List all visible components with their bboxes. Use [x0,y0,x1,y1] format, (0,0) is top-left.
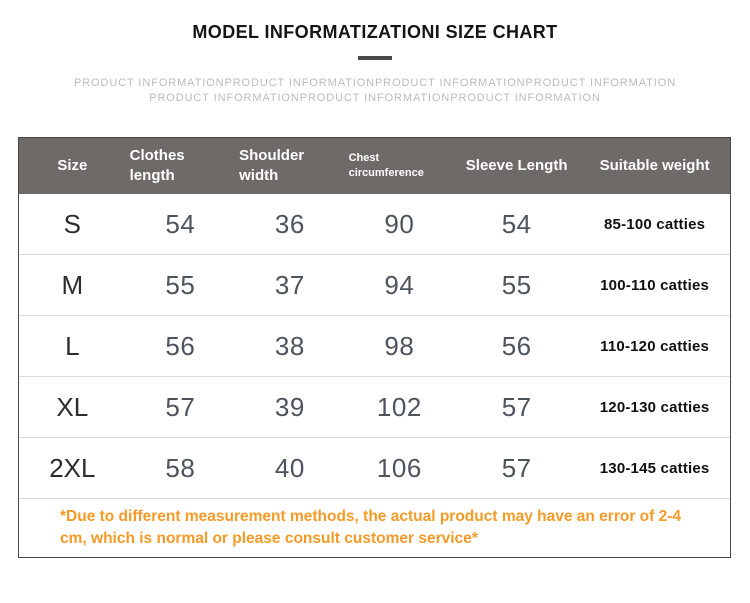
header-sleeve-length-label: Sleeve Length [465,156,568,174]
cell-sleeve-length: 54 [454,194,580,255]
header-size-label: Size [57,156,88,174]
cell-size: XL [19,376,126,438]
cell-shoulder-width: 37 [235,254,345,316]
title-divider [358,56,392,60]
cell-chest: 106 [344,437,455,498]
header-clothes-length: Clothes length [125,138,236,194]
watermark-line-1: PRODUCT INFORMATIONPRODUCT INFORMATIONPR… [73,77,677,89]
cell-chest: 98 [344,315,455,377]
size-table: Size Clothes length Shoulder width Chest… [19,138,730,498]
cell-size: L [19,315,126,377]
watermark: PRODUCT INFORMATIONPRODUCT INFORMATIONPR… [0,76,750,106]
table-row-m: M 55 37 94 55 100-110 catties [19,254,730,316]
cell-weight: 110-120 catties [579,315,730,377]
cell-shoulder-width: 36 [235,194,345,255]
cell-shoulder-width: 39 [235,376,345,438]
header-suitable-weight: Suitable weight [579,138,730,194]
cell-weight: 100-110 catties [579,254,730,316]
header-clothes-length-label: Clothes length [129,146,185,184]
header-chest-circumference: Chest circumference [344,138,455,194]
cell-clothes-length: 55 [125,254,236,316]
table-row-s: S 54 36 90 54 85-100 catties [19,194,730,255]
cell-clothes-length: 57 [125,376,236,438]
cell-clothes-length: 54 [125,194,236,255]
cell-shoulder-width: 38 [235,315,345,377]
header-suitable-weight-label: Suitable weight [599,156,710,174]
cell-sleeve-length: 57 [454,376,580,438]
table-row-l: L 56 38 98 56 110-120 catties [19,315,730,377]
page-title: MODEL INFORMATIZATIONI SIZE CHART [192,22,558,42]
table-row-2xl: 2XL 58 40 106 57 130-145 catties [19,437,730,498]
cell-size: S [19,194,126,255]
header-shoulder-width-label: Shoulder width [239,146,305,184]
cell-chest: 102 [344,376,455,438]
header-size: Size [19,138,126,194]
cell-size: M [19,254,126,316]
size-table-container: Size Clothes length Shoulder width Chest… [18,137,731,558]
header-chest-circumference-label: Chest circumference [348,152,424,179]
cell-size: 2XL [19,437,126,498]
measurement-note: *Due to different measurement methods, t… [19,498,730,557]
cell-chest: 90 [344,194,455,255]
cell-weight: 120-130 catties [579,376,730,438]
cell-clothes-length: 56 [125,315,236,377]
cell-chest: 94 [344,254,455,316]
cell-weight: 130-145 catties [579,437,730,498]
watermark-line-2: PRODUCT INFORMATIONPRODUCT INFORMATIONPR… [149,92,601,104]
cell-sleeve-length: 55 [454,254,580,316]
cell-sleeve-length: 57 [454,437,580,498]
header-shoulder-width: Shoulder width [235,138,345,194]
cell-weight: 85-100 catties [579,194,730,255]
table-row-xl: XL 57 39 102 57 120-130 catties [19,376,730,438]
header-sleeve-length: Sleeve Length [454,138,580,194]
cell-clothes-length: 58 [125,437,236,498]
cell-sleeve-length: 56 [454,315,580,377]
cell-shoulder-width: 40 [235,437,345,498]
table-header-row: Size Clothes length Shoulder width Chest… [19,138,730,194]
